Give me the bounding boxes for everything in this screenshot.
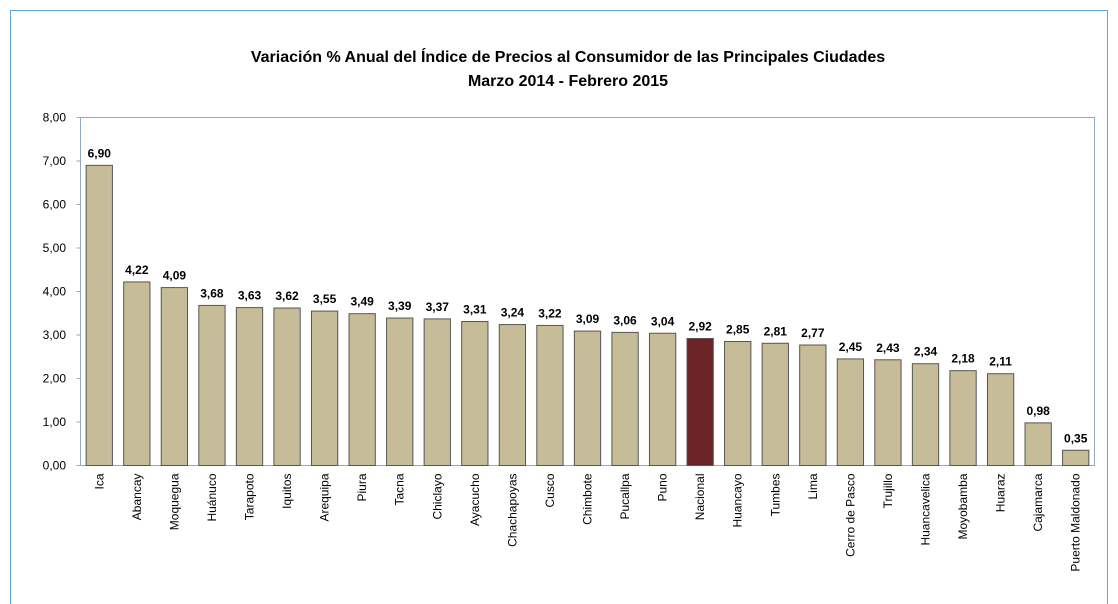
- x-tick-label: Pucallpa: [618, 473, 632, 519]
- x-tick-label: Lima: [806, 473, 820, 499]
- y-tick-label: 2,00: [43, 372, 67, 386]
- bar: [423, 318, 451, 466]
- x-tick-label: Moquegua: [167, 473, 181, 530]
- value-label: 3,22: [538, 306, 562, 320]
- bar: [498, 324, 527, 466]
- x-tick-label: Arequipa: [318, 473, 332, 521]
- value-label: 3,62: [275, 289, 299, 303]
- x-tick-label: Puno: [656, 473, 670, 501]
- bar: [160, 287, 189, 466]
- bar: [348, 313, 376, 466]
- y-tick-label: 6,00: [43, 198, 67, 212]
- value-label: 3,63: [238, 289, 262, 303]
- value-label: 3,37: [426, 300, 450, 314]
- x-tick-label: Chiclayo: [430, 473, 444, 519]
- bar: [836, 358, 865, 466]
- bar: [724, 341, 752, 466]
- x-tick-label: Piura: [355, 473, 369, 501]
- bar: [648, 332, 677, 467]
- bar: [461, 321, 489, 467]
- bar: [986, 373, 1015, 466]
- bar: [123, 281, 151, 466]
- value-label: 3,68: [200, 286, 224, 300]
- value-label: 0,35: [1064, 431, 1088, 445]
- x-tick-label: Ica: [92, 473, 106, 489]
- x-tick-label: Iquitos: [280, 474, 294, 509]
- chart-subtitle: Marzo 2014 - Febrero 2015: [468, 73, 668, 90]
- value-label: 2,43: [876, 341, 900, 355]
- value-label: 3,39: [388, 299, 412, 313]
- value-label: 2,11: [989, 355, 1012, 369]
- x-tick-label: Nacional: [693, 474, 707, 521]
- value-label: 2,45: [839, 340, 863, 354]
- y-tick-label: 5,00: [43, 241, 67, 255]
- value-label: 4,22: [125, 263, 149, 277]
- bar: [1024, 422, 1052, 466]
- x-tick-label: Ayacucho: [468, 473, 482, 526]
- bar: [686, 337, 714, 467]
- x-tick-label: Huánuco: [205, 473, 219, 521]
- value-label: 0,98: [1026, 404, 1050, 418]
- y-tick-label: 4,00: [43, 285, 67, 299]
- x-tick-label: Cerro de Pasco: [843, 473, 857, 557]
- value-label: 2,77: [801, 326, 825, 340]
- value-label: 2,81: [764, 324, 788, 338]
- y-tick-label: 0,00: [43, 459, 67, 473]
- bar: [911, 363, 940, 466]
- value-label: 3,09: [576, 312, 600, 326]
- value-label: 3,31: [463, 303, 487, 317]
- x-tick-label: Huaraz: [994, 474, 1008, 513]
- bar: [536, 324, 564, 466]
- bar: [85, 164, 113, 466]
- x-tick-label: Chimbote: [581, 473, 595, 525]
- y-tick-label: 3,00: [43, 328, 67, 342]
- value-label: 3,49: [350, 295, 374, 309]
- y-tick-label: 8,00: [43, 111, 67, 125]
- x-tick-label: Puerto Maldonado: [1069, 473, 1083, 571]
- x-tick-label: Huancayo: [731, 473, 745, 527]
- y-tick-label: 7,00: [43, 154, 67, 168]
- x-tick-label: Huancavelica: [919, 473, 933, 545]
- bar: [799, 344, 827, 467]
- x-tick-label: Abancay: [130, 474, 144, 521]
- value-label: 3,06: [613, 313, 637, 327]
- chart-title: Variación % Anual del Índice de Precios …: [251, 47, 885, 66]
- frame: [10, 10, 1108, 604]
- value-label: 2,18: [951, 352, 975, 366]
- x-tick-label: Moyobamba: [956, 473, 970, 539]
- bar: [273, 307, 301, 466]
- bar: [310, 310, 339, 467]
- bar: [874, 359, 902, 467]
- bar: [949, 370, 977, 467]
- value-label: 3,24: [501, 306, 525, 320]
- value-label: 2,85: [726, 323, 750, 337]
- bar: [573, 330, 602, 466]
- bar: [235, 307, 264, 466]
- value-label: 3,04: [651, 314, 675, 328]
- value-label: 3,55: [313, 292, 337, 306]
- x-tick-label: Tarapoto: [243, 473, 257, 520]
- value-label: 2,34: [914, 345, 938, 359]
- bar: [198, 304, 226, 467]
- value-label: 4,09: [163, 269, 187, 283]
- x-tick-label: Cusco: [543, 473, 557, 507]
- bar: [611, 331, 639, 467]
- x-tick-label: Cajamarca: [1031, 473, 1045, 531]
- value-label: 2,92: [688, 319, 712, 333]
- y-tick-label: 1,00: [43, 415, 67, 429]
- bar: [386, 317, 414, 466]
- x-tick-label: Tacna: [393, 473, 407, 505]
- x-tick-label: Chachapoyas: [505, 474, 519, 547]
- value-label: 6,90: [88, 146, 112, 160]
- x-tick-label: Tumbes: [768, 474, 782, 517]
- bar: [761, 342, 789, 467]
- bar: [1062, 449, 1090, 466]
- x-tick-label: Trujillo: [881, 473, 895, 508]
